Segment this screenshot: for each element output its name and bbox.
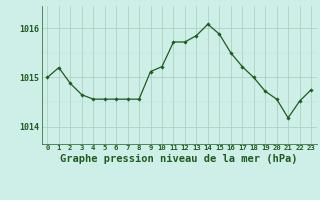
X-axis label: Graphe pression niveau de la mer (hPa): Graphe pression niveau de la mer (hPa) [60, 154, 298, 164]
